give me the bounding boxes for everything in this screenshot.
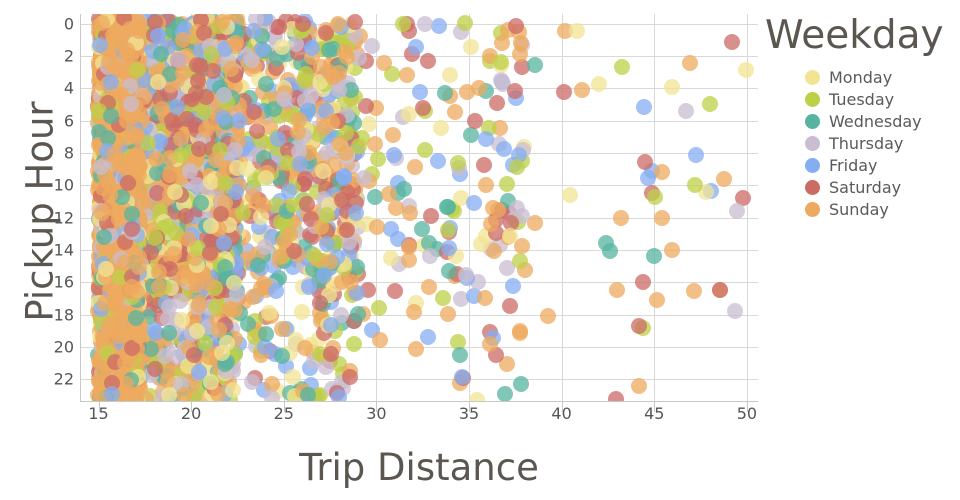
legend-item[interactable]: Wednesday bbox=[805, 110, 960, 132]
legend-item[interactable]: Sunday bbox=[805, 198, 960, 220]
x-tick-label: 20 bbox=[181, 404, 201, 423]
y-tick-label: 12 bbox=[54, 208, 74, 227]
y-tick-label: 0 bbox=[64, 14, 74, 33]
y-tick-label: 10 bbox=[54, 176, 74, 195]
legend-item-label: Wednesday bbox=[829, 112, 922, 131]
x-tick-label: 35 bbox=[459, 404, 479, 423]
gridline-vertical bbox=[746, 14, 748, 402]
y-axis-line bbox=[80, 14, 81, 402]
x-tick-mark bbox=[654, 402, 656, 412]
gridline-vertical bbox=[654, 14, 656, 402]
legend-item[interactable]: Saturday bbox=[805, 176, 960, 198]
gridline-vertical bbox=[561, 14, 563, 402]
legend-color-swatch-icon bbox=[805, 201, 820, 217]
legend-item[interactable]: Friday bbox=[805, 154, 960, 176]
x-tick-label: 25 bbox=[274, 404, 294, 423]
x-tick-label: 30 bbox=[366, 404, 386, 423]
legend-item[interactable]: Tuesday bbox=[805, 88, 960, 110]
legend-color-swatch-icon bbox=[805, 157, 820, 173]
gridline-vertical bbox=[376, 14, 378, 402]
gridline-horizontal bbox=[80, 185, 758, 187]
legend-color-swatch-icon bbox=[805, 135, 820, 151]
x-tick-label: 40 bbox=[551, 404, 571, 423]
legend-item-label: Saturday bbox=[829, 178, 901, 197]
legend-item-label: Sunday bbox=[829, 200, 889, 219]
legend: Weekday Monday Tuesday Wednesday Thursday Fr… bbox=[765, 16, 960, 220]
legend-color-swatch-icon bbox=[805, 91, 820, 107]
y-tick-label: 18 bbox=[54, 305, 74, 324]
x-tick-mark bbox=[746, 402, 748, 412]
y-tick-label: 22 bbox=[54, 370, 74, 389]
legend-color-swatch-icon bbox=[805, 69, 820, 85]
legend-items: Monday Tuesday Wednesday Thursday Friday Satu… bbox=[765, 66, 960, 220]
y-tick-label: 6 bbox=[64, 111, 74, 130]
legend-item[interactable]: Thursday bbox=[805, 132, 960, 154]
y-tick-label: 2 bbox=[64, 47, 74, 66]
legend-item-label: Thursday bbox=[829, 134, 903, 153]
scatter-points bbox=[80, 14, 758, 402]
gridline-horizontal bbox=[80, 217, 758, 219]
y-tick-label: 20 bbox=[54, 338, 74, 357]
x-tick-mark bbox=[376, 402, 378, 412]
legend-item-label: Friday bbox=[829, 156, 878, 175]
y-tick-label: 14 bbox=[54, 241, 74, 260]
y-tick-label: 8 bbox=[64, 144, 74, 163]
gridline-horizontal bbox=[80, 379, 758, 381]
legend-title: Weekday bbox=[765, 16, 960, 55]
x-tick-mark bbox=[191, 402, 193, 412]
legend-item[interactable]: Monday bbox=[805, 66, 960, 88]
legend-color-swatch-icon bbox=[805, 113, 820, 129]
gridline-horizontal bbox=[80, 282, 758, 284]
legend-color-swatch-icon bbox=[805, 179, 820, 195]
x-tick-label: 15 bbox=[88, 404, 108, 423]
x-tick-label: 45 bbox=[644, 404, 664, 423]
x-tick-mark bbox=[469, 402, 470, 412]
axis-frame bbox=[80, 14, 758, 412]
plot-area bbox=[80, 14, 758, 412]
x-axis-line bbox=[80, 401, 758, 402]
legend-item-label: Monday bbox=[829, 68, 892, 87]
x-tick-mark bbox=[561, 402, 563, 412]
y-tick-label: 16 bbox=[54, 273, 74, 292]
legend-item-label: Tuesday bbox=[829, 90, 894, 109]
x-tick-mark bbox=[283, 402, 285, 412]
x-axis-title: Trip Distance bbox=[80, 446, 758, 489]
x-tick-mark bbox=[98, 402, 100, 412]
y-axis-title: Pickup Hour bbox=[19, 17, 62, 407]
x-tick-label: 50 bbox=[737, 404, 757, 423]
gridline-horizontal bbox=[80, 120, 758, 122]
y-tick-label: 4 bbox=[64, 79, 74, 98]
